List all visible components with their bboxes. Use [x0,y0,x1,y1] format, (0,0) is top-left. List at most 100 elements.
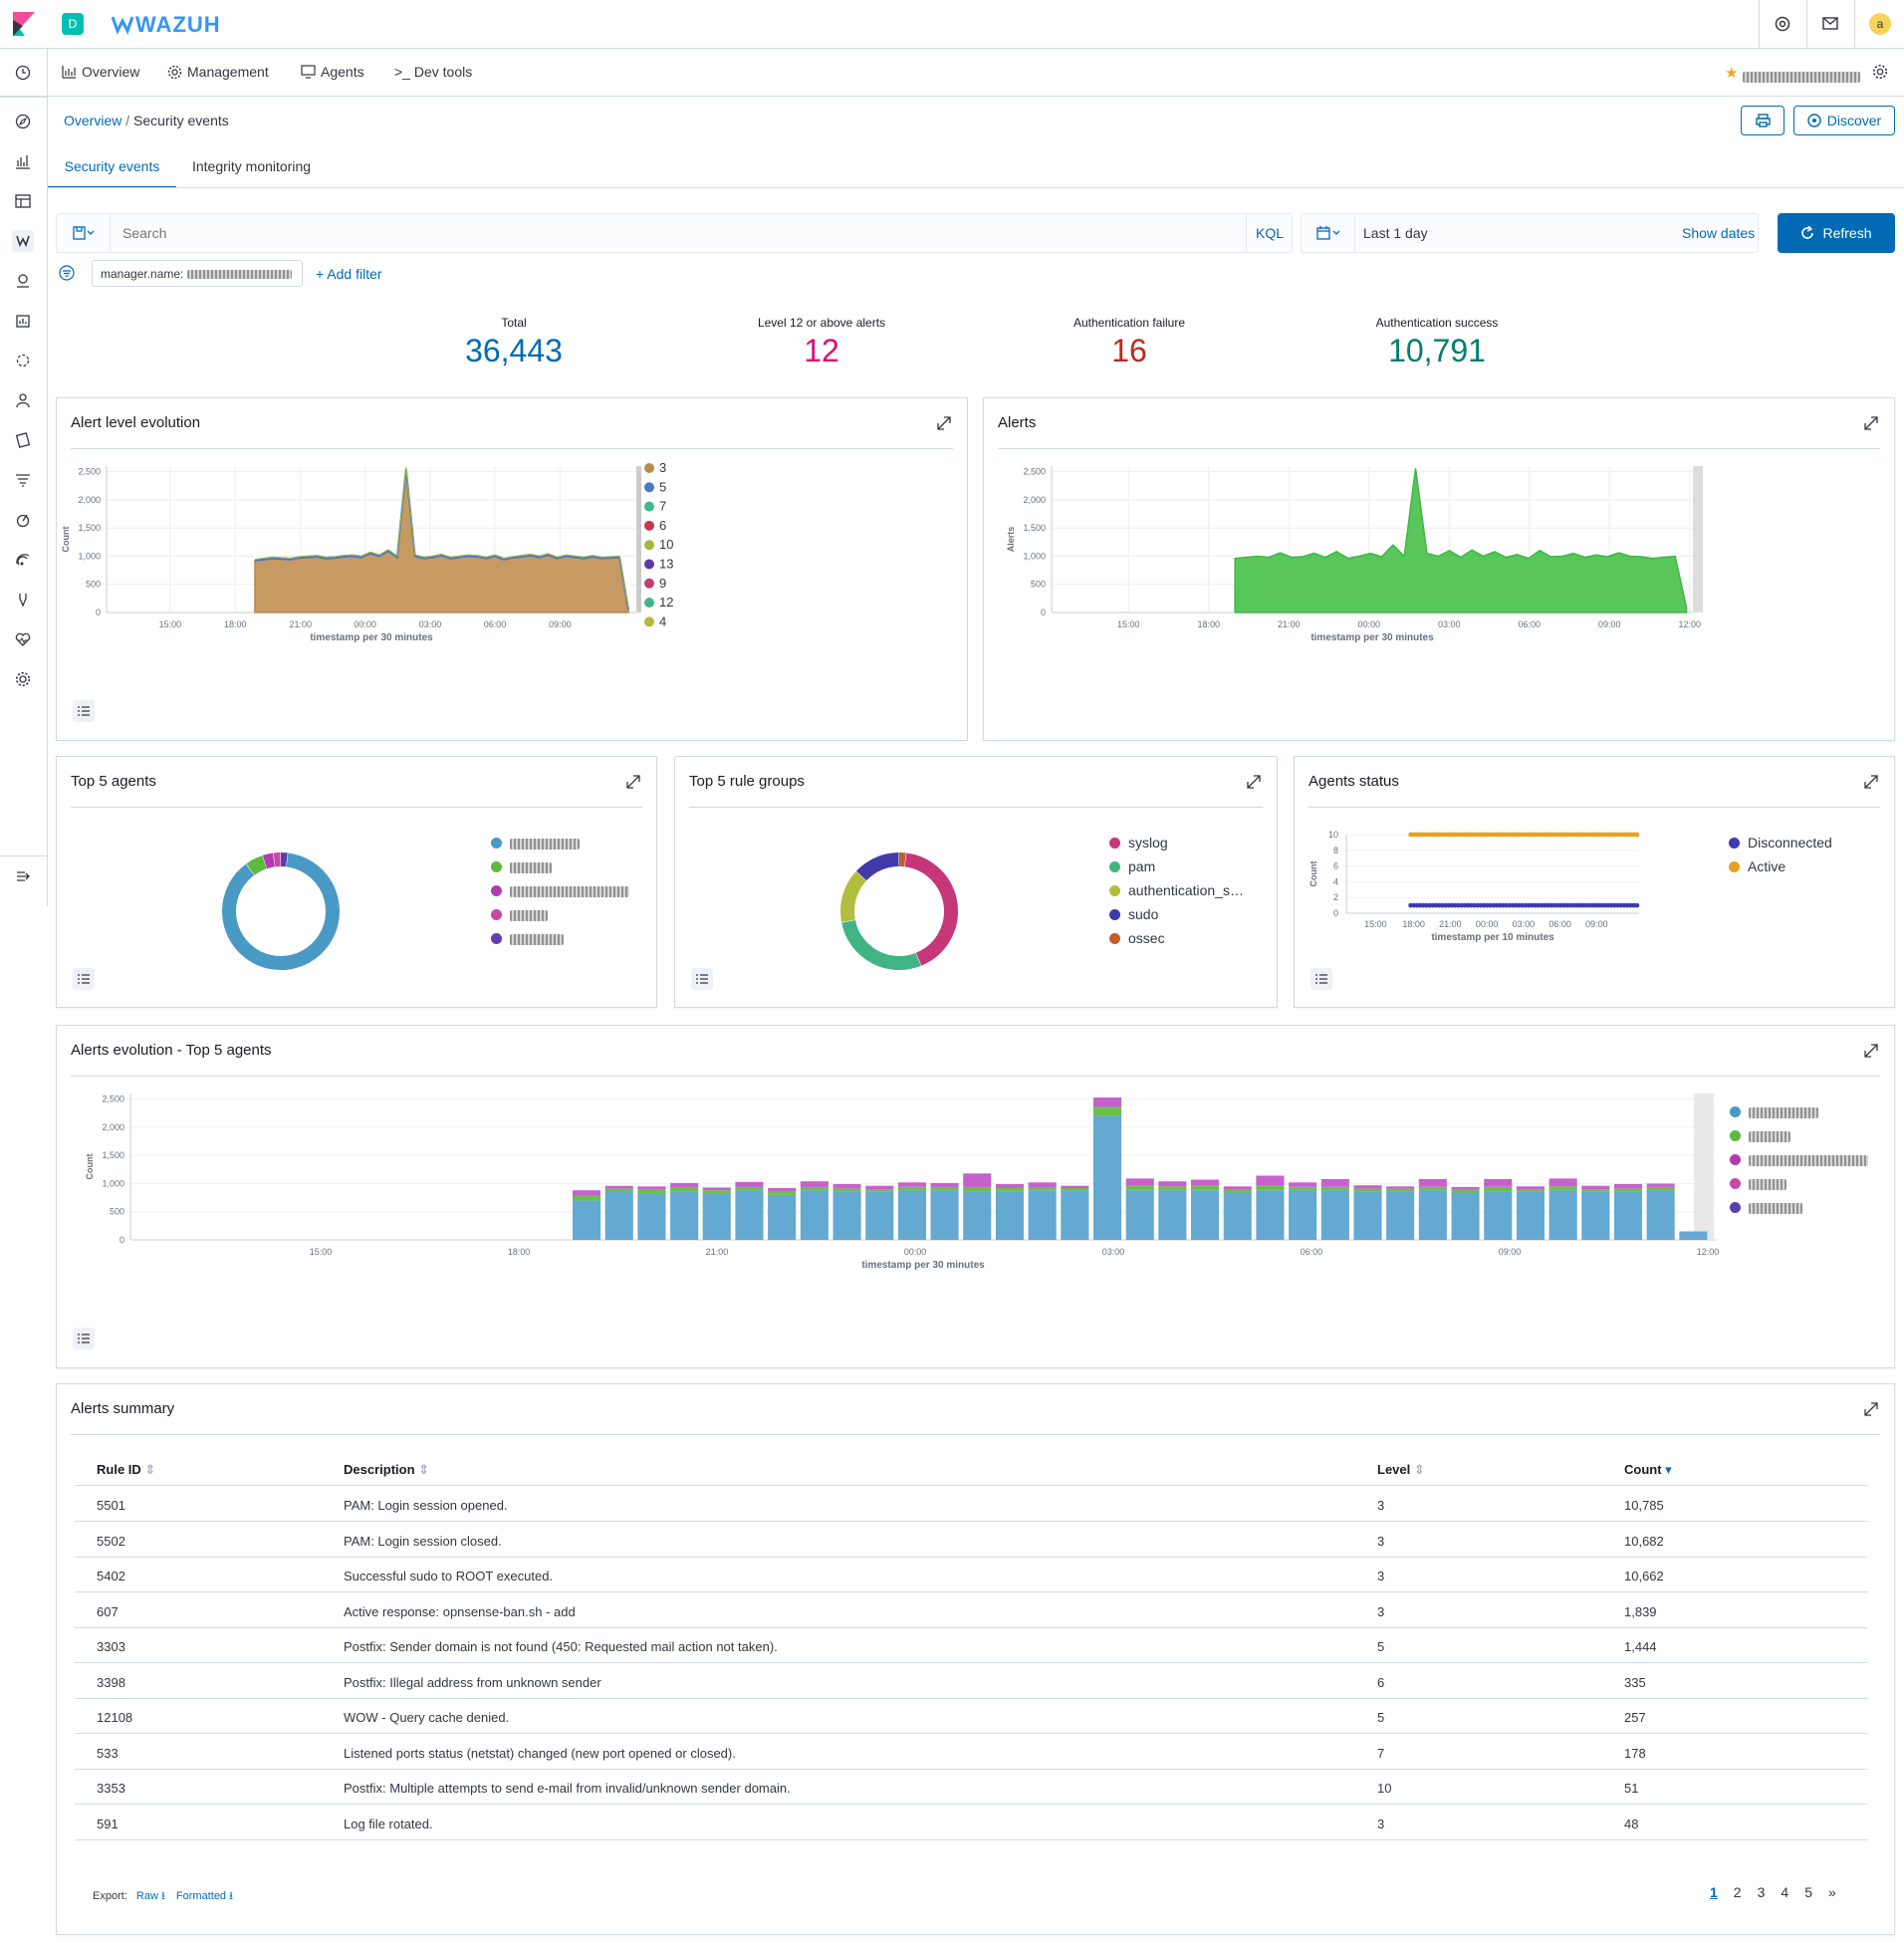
logs-icon[interactable] [12,429,34,451]
legend-agent-4[interactable] [1730,1175,1786,1191]
legend-agent-3[interactable] [1730,1151,1868,1167]
col-count[interactable]: Count ▾ [1624,1462,1672,1477]
table-row[interactable]: 607 Active response: opnsense-ban.sh - ad… [75,1592,1867,1628]
dashboard-icon[interactable] [12,190,34,212]
breadcrumb-overview[interactable]: Overview [64,113,122,128]
legend-agent-3[interactable] [491,882,629,898]
expand-icon[interactable] [1862,1400,1880,1418]
uptime-icon[interactable] [12,509,34,531]
tab-integrity-monitoring[interactable]: Integrity monitoring [191,158,312,174]
export-formatted-link[interactable]: Formatted ⭳ [175,1890,233,1902]
table-row[interactable]: 3303 Postfix: Sender domain is not found … [75,1627,1867,1663]
nav-overview[interactable]: Overview [62,64,139,80]
settings-gear-icon[interactable] [1872,64,1888,83]
discover-icon[interactable] [12,111,34,132]
dev-tools-icon[interactable] [12,589,34,610]
legend-syslog[interactable]: syslog [1109,835,1168,850]
maps-icon[interactable] [12,270,34,292]
discover-button[interactable]: Discover [1793,106,1895,135]
stat-level12-value[interactable]: 12 [804,333,839,368]
collapse-nav-icon[interactable] [12,865,34,887]
visualize-icon[interactable] [12,150,34,172]
quick-select-button[interactable] [1302,214,1355,252]
page-3[interactable]: 3 [1757,1884,1766,1900]
legend-toggle-icon[interactable] [691,968,713,990]
apm-icon[interactable] [12,469,34,491]
user-avatar[interactable]: a [1869,13,1891,35]
expand-icon[interactable] [1862,414,1880,432]
legend-toggle-icon[interactable] [1310,968,1332,990]
legend-authentication-success[interactable]: authentication_s… [1109,882,1244,898]
legend-agent-1[interactable] [1730,1103,1818,1119]
refresh-button[interactable]: Refresh [1778,213,1895,253]
agents-status-chart[interactable]: 10 8 6 4 2 0 15:00 18:00 21:00 00:00 03:00 06:00 09:… [1295,817,1733,976]
alert-level-chart[interactable]: 2,500 2,000 1,500 1,000 500 0 15:00 18:00 21:00 0… [57,458,953,709]
expand-icon[interactable] [1245,773,1263,791]
table-row[interactable]: 5501 PAM: Login session opened. 3 10,785 [75,1486,1867,1522]
ml-icon[interactable] [12,350,34,371]
filter-menu-icon[interactable] [59,265,75,284]
export-raw-link[interactable]: Raw ⭳ [135,1890,165,1902]
top-agents-donut[interactable] [216,847,346,976]
stat-auth-failure-value[interactable]: 16 [1111,333,1147,368]
table-row[interactable]: 591 Log file rotated. 3 48 [75,1805,1867,1840]
page-4[interactable]: 4 [1781,1884,1789,1900]
legend-sudo[interactable]: sudo [1109,906,1158,922]
time-range-label[interactable]: Last 1 day [1363,225,1428,241]
help-icon[interactable] [1775,16,1790,35]
kibana-logo[interactable] [13,12,35,36]
space-avatar[interactable]: D [62,13,84,35]
legend-active[interactable]: Active [1729,858,1785,874]
nav-agents[interactable]: Agents [301,64,364,80]
col-level[interactable]: Level ⇕ [1377,1462,1425,1477]
legend-pam[interactable]: pam [1109,858,1155,874]
mail-icon[interactable] [1822,17,1838,34]
stat-auth-success-value[interactable]: 10,791 [1388,333,1486,368]
legend-disconnected[interactable]: Disconnected [1729,835,1832,850]
legend-agent-1[interactable] [491,835,580,850]
tab-security-events[interactable]: Security events [48,149,176,188]
col-rule-id[interactable]: Rule ID ⇕ [97,1462,156,1477]
stat-total-value[interactable]: 36,443 [465,333,563,368]
monitoring-icon[interactable] [12,628,34,650]
legend-agent-2[interactable] [491,858,552,874]
show-dates-link[interactable]: Show dates [1682,225,1756,241]
expand-icon[interactable] [624,773,642,791]
search-input[interactable] [122,222,1218,244]
recent-icon[interactable] [12,62,34,84]
legend-agent-2[interactable] [1730,1127,1790,1143]
table-row[interactable]: 533 Listened ports status (netstat) chang… [75,1734,1867,1770]
col-description[interactable]: Description ⇕ [344,1462,430,1477]
table-row[interactable]: 3398 Postfix: Illegal address from unknow… [75,1663,1867,1699]
table-row[interactable]: 5402 Successful sudo to ROOT executed. 3 10… [75,1557,1867,1592]
table-row[interactable]: 12108 WOW - Query cache denied. 5 257 [75,1698,1867,1734]
expand-icon[interactable] [935,414,953,432]
legend-toggle-icon[interactable] [73,700,95,722]
expand-icon[interactable] [1862,773,1880,791]
legend-toggle-icon[interactable] [73,1328,95,1349]
siem-icon[interactable] [12,549,34,571]
filter-pill[interactable]: manager.name: [92,260,303,287]
print-button[interactable] [1741,106,1785,135]
nav-dev-tools[interactable]: >_ Dev tools [394,64,473,80]
next-page-button[interactable]: » [1827,1884,1836,1900]
table-row[interactable]: 3353 Postfix: Multiple attempts to send e… [75,1769,1867,1805]
wazuh-logo[interactable]: WAZUH [112,12,221,38]
nav-management[interactable]: Management [167,64,269,80]
page-2[interactable]: 2 [1733,1884,1742,1900]
star-icon[interactable]: ★ [1725,65,1739,82]
top-rule-groups-donut[interactable] [834,847,964,976]
legend-agent-4[interactable] [491,906,548,922]
legend-agent-5[interactable] [491,930,564,946]
management-gear-icon[interactable] [12,668,34,690]
table-row[interactable]: 5502 PAM: Login session closed. 3 10,682 [75,1522,1867,1558]
alerts-chart[interactable]: 2,500 2,000 1,500 1,000 500 0 15:00 18:00 21:00 0… [984,458,1880,709]
legend-ossec[interactable]: ossec [1109,930,1165,946]
canvas-icon[interactable] [12,310,34,332]
legend-agent-5[interactable] [1730,1199,1802,1215]
kql-toggle[interactable]: KQL [1256,225,1285,241]
wazuh-icon[interactable] [12,230,34,252]
alerts-evolution-chart[interactable]: 2,500 2,000 1,500 1,000 500 0 15:00 18:00 21:00 0… [57,1086,1730,1336]
page-5[interactable]: 5 [1804,1884,1812,1900]
add-filter-link[interactable]: + Add filter [316,266,382,282]
